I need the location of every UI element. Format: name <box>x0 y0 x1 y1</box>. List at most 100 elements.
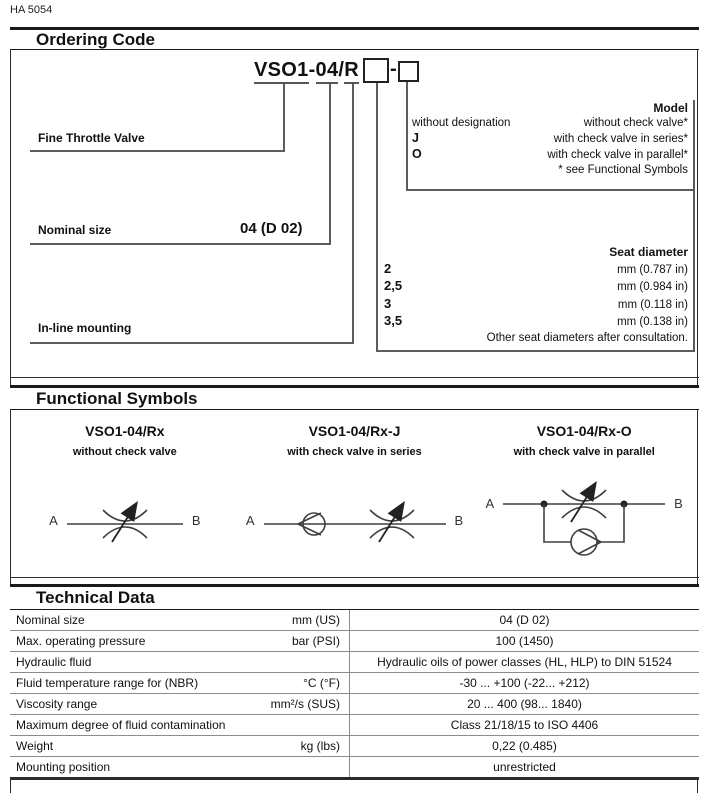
label-nominal-size: Nominal size <box>38 223 112 237</box>
ordering-code-string: VSO1-04/R <box>254 59 359 84</box>
model-footnote: * see Functional Symbols <box>558 164 688 176</box>
technical-data-table: Nominal size mm (US) 04 (D 02) Max. opera… <box>10 610 699 780</box>
connector-mounting <box>352 84 354 344</box>
param-value: 04 (D 02) <box>499 613 550 627</box>
section-divider <box>10 377 699 378</box>
param-label: Mounting position <box>16 760 111 774</box>
param-label: Fluid temperature range for (NBR) <box>16 676 199 690</box>
seat-footnote: Other seat diameters after consultation. <box>486 331 688 344</box>
model-option-desc: without check valve* <box>583 117 688 129</box>
symbol-column-rx: VSO1-04/Rx without check valve A B <box>10 410 240 574</box>
document-code: HA 5054 <box>10 4 53 16</box>
symbol-subtitle: with check valve in series <box>287 446 422 458</box>
seat-option-code: 2 <box>384 260 392 276</box>
param-label: Max. operating pressure <box>16 634 146 648</box>
hydraulic-symbol: A B <box>486 474 683 574</box>
param-unit: °C (°F) <box>303 676 340 690</box>
param-unit: bar (PSI) <box>291 634 340 648</box>
connector-seat <box>376 83 378 352</box>
param-unit: mm²/s (SUS) <box>270 697 340 711</box>
seat-option-row: 2,5 mm (0.984 in) <box>384 278 688 296</box>
table-row: Nominal size mm (US) 04 (D 02) <box>10 610 699 631</box>
param-label: Nominal size <box>16 613 85 627</box>
param-value: unrestricted <box>493 760 556 774</box>
param-value: 0,22 (0.485) <box>492 739 557 753</box>
seat-option-row: 3,5 mm (0.138 in) <box>384 313 688 331</box>
section-header-ordering-code: Ordering Code <box>10 27 699 50</box>
seat-title: Seat diameter <box>609 245 688 259</box>
symbol-column-rx-j: VSO1-04/Rx-J with check valve in series … <box>240 410 470 574</box>
seat-option-desc: mm (0.984 in) <box>617 281 688 293</box>
param-label: Hydraulic fluid <box>16 655 92 669</box>
model-option-row: without designation without check valve* <box>412 116 688 131</box>
code-size: 04 <box>315 59 339 84</box>
symbol-column-rx-o: VSO1-04/Rx-O with check valve in paralle… <box>469 410 699 574</box>
seat-options-block: Seat diameter 2 mm (0.787 in) 2,5 mm (0.… <box>384 245 688 346</box>
section-title: Ordering Code <box>36 29 156 49</box>
symbol-subtitle: without check valve <box>72 446 177 458</box>
model-option-code: O <box>412 147 422 161</box>
section-divider <box>10 577 699 578</box>
seat-option-row: 2 mm (0.787 in) <box>384 261 688 279</box>
seat-option-desc: mm (0.118 in) <box>617 298 688 311</box>
connector-size <box>329 84 331 245</box>
model-title: Model <box>653 101 688 115</box>
code-series: VSO1 <box>254 59 309 84</box>
code-slash: / <box>338 59 345 81</box>
code-separator: - <box>390 58 397 80</box>
seat-option-desc: mm (0.138 in) <box>617 316 688 328</box>
seat-option-row: 3 mm (0.118 in) <box>384 296 688 314</box>
throttle-valve-icon <box>66 500 183 543</box>
port-b-label: B <box>454 512 464 528</box>
connector-series <box>283 84 285 152</box>
param-label: Viscosity range <box>16 697 98 711</box>
hydraulic-symbol: A B <box>49 482 201 558</box>
label-fine-throttle-valve: Fine Throttle Valve <box>38 131 145 145</box>
rule-nominal-size <box>30 243 331 245</box>
symbol-subtitle: with check valve in parallel <box>513 446 655 458</box>
seat-option-code: 3,5 <box>384 313 403 328</box>
symbol-title: VSO1-04/Rx-O <box>536 423 632 439</box>
model-option-row: O with check valve in parallel* <box>412 147 688 163</box>
hydraulic-symbol: A B <box>246 482 463 558</box>
functional-symbols-row: VSO1-04/Rx without check valve A B VSO1-… <box>10 410 699 574</box>
page-frame <box>10 27 698 793</box>
value-nominal-size: 04 (D 02) <box>240 220 303 237</box>
param-value: 100 (1450) <box>495 634 554 648</box>
port-a-label: A <box>485 496 495 511</box>
model-option-desc: with check valve in series* <box>553 133 688 145</box>
model-options-block: Model without designation without check … <box>412 101 688 178</box>
model-frame-bottom <box>406 189 695 191</box>
param-unit: mm (US) <box>292 613 340 627</box>
model-option-row: J with check valve in series* <box>412 131 688 147</box>
table-row: Maximum degree of fluid contamination Cl… <box>10 715 699 736</box>
table-row: Viscosity range mm²/s (SUS) 20 ... 400 (9… <box>10 694 699 715</box>
code-dash: - <box>308 59 316 81</box>
model-option-desc: with check valve in parallel* <box>547 149 688 161</box>
connector-model <box>406 82 408 191</box>
param-value: 20 ... 400 (98... 1840) <box>467 697 582 711</box>
table-row: Hydraulic fluid Hydraulic oils of power … <box>10 652 699 673</box>
label-inline-mounting: In-line mounting <box>38 321 132 335</box>
rule-inline-mounting <box>30 342 354 344</box>
seat-option-code: 2,5 <box>384 278 403 293</box>
rule-fine-throttle <box>30 150 285 152</box>
code-mounting: R <box>344 59 359 84</box>
seat-frame-bottom <box>376 350 695 352</box>
param-value: Class 21/18/15 to ISO 4406 <box>450 718 599 732</box>
section-header-functional-symbols: Functional Symbols <box>10 385 699 410</box>
section-title: Technical Data <box>36 588 155 607</box>
port-a-label: A <box>245 512 255 528</box>
seat-code-box <box>363 58 389 83</box>
model-option-code: without designation <box>412 117 511 129</box>
table-row: Max. operating pressure bar (PSI) 100 (14… <box>10 631 699 652</box>
section-header-technical-data: Technical Data <box>10 584 699 610</box>
param-unit: kg (lbs) <box>300 739 340 753</box>
options-frame-right <box>693 100 695 352</box>
param-label: Weight <box>16 739 54 753</box>
seat-option-code: 3 <box>384 295 392 311</box>
param-value: Hydraulic oils of power classes (HL, HLP… <box>377 655 672 669</box>
port-b-label: B <box>191 512 201 528</box>
param-value: -30 ... +100 (-22... +212) <box>459 676 590 690</box>
